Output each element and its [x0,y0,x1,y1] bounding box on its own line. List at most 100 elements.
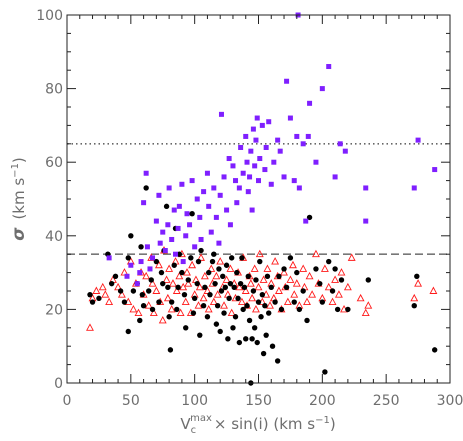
data-point-circle [125,255,131,261]
data-point-circle [287,255,294,261]
data-point-triangle [290,290,299,298]
data-point-triangle [303,297,311,305]
data-point-circle [281,266,287,272]
data-point-circle [326,258,332,265]
data-point-circle [322,369,328,375]
data-point-triangle [235,282,244,291]
data-point-circle [294,269,300,276]
data-point-square [319,86,325,92]
data-point-triangle [86,323,94,331]
data-point-circle [272,299,278,305]
data-point-circle [137,317,143,324]
data-point-circle [227,280,234,287]
data-point-square [204,170,210,176]
data-point-triangle [337,268,346,276]
data-point-circle [239,255,245,261]
data-point-triangle [226,264,235,272]
data-point-square [197,214,203,220]
data-point-circle [329,288,336,294]
data-point-triangle [305,271,314,280]
data-point-triangle [163,293,172,302]
data-point-triangle [254,282,263,291]
data-point-circle [228,255,235,261]
data-point-square [230,163,236,169]
data-point-circle [266,310,272,316]
data-point-square [411,185,417,191]
data-point-circle [338,277,345,283]
data-point-square [218,111,224,117]
data-point-square [305,133,311,139]
data-point-square [284,78,290,84]
data-point-circle [245,273,251,279]
data-point-circle [117,288,124,294]
data-point-triangle [274,286,283,294]
data-point-circle [246,317,253,324]
data-point-square [238,144,244,150]
data-point-square [206,203,212,209]
data-point-square [106,255,112,261]
data-point-square [294,133,300,139]
data-point-circle [188,255,194,261]
data-point-circle [304,317,310,324]
data-point-square [227,222,233,228]
data-point-circle [209,258,216,265]
data-point-circle [263,332,269,338]
data-point-triangle [280,268,288,276]
data-point-triangle [195,282,204,291]
data-point-circle [212,280,218,287]
data-point-circle [230,325,236,331]
data-point-circle [185,277,191,283]
data-point-circle [191,295,198,302]
data-point-triangle [181,297,190,305]
data-point-square [216,240,222,246]
data-point-square [160,229,166,235]
data-point-square [254,115,260,121]
data-point-square [217,192,223,198]
data-point-circle [168,299,175,305]
data-point-square [259,122,265,128]
data-point-square [291,178,297,184]
data-point-square [198,236,204,242]
data-point-circle [236,339,243,346]
data-point-triangle [207,264,216,272]
data-point-triangle [129,304,138,313]
data-point-circle [183,325,189,331]
data-point-circle [243,336,249,342]
data-point-circle [240,306,246,313]
data-point-circle [190,310,197,316]
data-point-square [180,259,186,265]
x-tick-label: 100 [181,393,208,409]
data-point-triangle [320,264,329,272]
data-point-square [256,178,261,184]
data-point-circle [225,336,231,342]
data-point-circle [259,291,266,298]
data-point-triangle [343,282,352,291]
data-point-triangle [183,268,191,276]
data-point-circle [274,358,281,364]
data-point-circle [125,328,131,335]
data-point-circle [431,347,438,353]
data-point-triangle [188,260,197,269]
data-point-square [169,236,175,242]
data-point-triangle [142,271,151,280]
data-point-triangle [216,257,225,265]
data-point-square [275,137,281,143]
x-tick-label: 250 [373,393,400,409]
x-tick-label: 0 [63,393,72,409]
data-point-triangle [251,304,260,313]
data-point-circle [121,299,128,305]
data-point-circle [269,343,276,349]
data-point-square [363,185,369,191]
data-point-triangle [176,308,185,317]
y-tick-label: 40 [45,229,63,245]
data-point-circle [258,314,264,320]
data-point-circle [278,306,285,313]
y-tick-label: 100 [36,8,63,24]
data-point-circle [130,288,137,294]
data-point-square [187,222,193,228]
data-point-triangle [158,315,167,324]
data-point-circle [89,299,96,305]
data-point-circle [332,266,338,272]
data-point-square [124,273,130,279]
data-point-triangle [259,275,268,283]
